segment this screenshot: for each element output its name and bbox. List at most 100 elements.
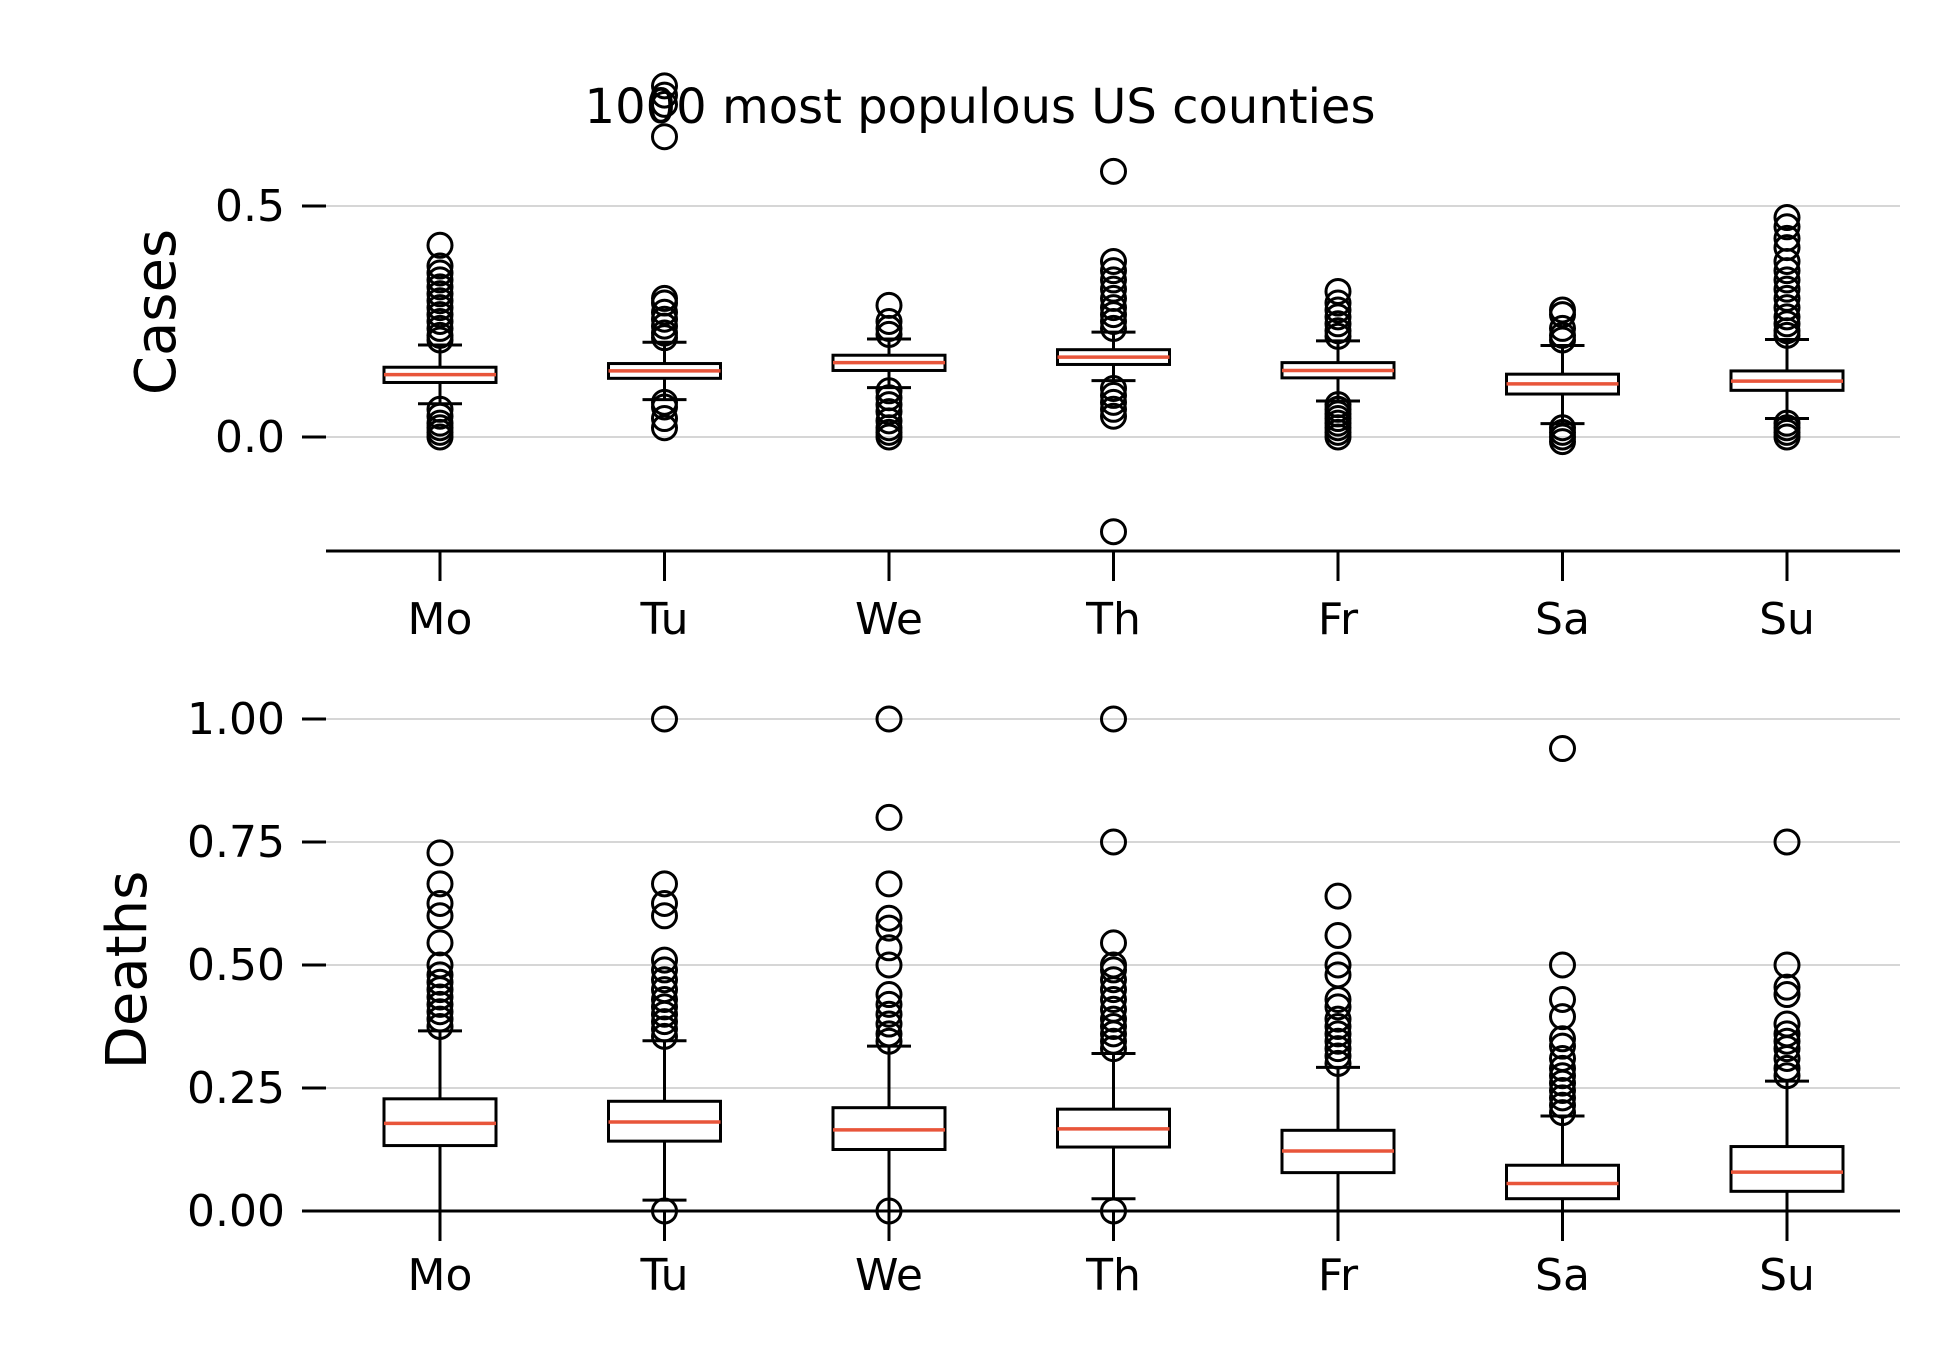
flier-point — [1773, 213, 1801, 241]
flier-point — [651, 993, 678, 1021]
flier-point — [1100, 402, 1127, 430]
flier-point — [1773, 275, 1801, 303]
flier-point — [875, 1000, 903, 1028]
flier-point — [1324, 289, 1352, 317]
flier-point — [426, 273, 454, 301]
flier-point — [1100, 1013, 1127, 1040]
flier-point — [875, 377, 903, 405]
deaths-y-axis-label: Deaths — [95, 871, 160, 1070]
cases-x-tick-label: Su — [1759, 594, 1815, 645]
flier-point — [651, 956, 678, 984]
flier-point — [426, 929, 454, 957]
flier-point — [1100, 374, 1127, 402]
flier-point — [875, 981, 903, 1009]
flier-point — [1324, 921, 1352, 949]
flier-point — [1549, 1054, 1576, 1082]
flier-point — [426, 301, 454, 329]
cases-panel: Cases 0.0 0.5 Mo Tu We Th Fr Sa Su — [124, 72, 1900, 645]
flier-point — [1773, 1054, 1801, 1082]
flier-point — [1773, 1027, 1801, 1055]
deaths-box-Tu — [607, 705, 722, 1225]
flier-point — [1324, 391, 1352, 419]
flier-point — [1549, 1025, 1576, 1053]
flier-point — [875, 1020, 903, 1048]
cases-x-tick-label: Sa — [1535, 594, 1590, 645]
flier-point — [875, 951, 903, 979]
flier-point — [1100, 294, 1127, 322]
flier-point — [426, 409, 454, 437]
flier-point — [1773, 224, 1801, 252]
flier-point — [875, 803, 903, 831]
flier-point — [1324, 1013, 1352, 1040]
flier-point — [426, 990, 454, 1018]
iqr-box — [1729, 1145, 1845, 1193]
cases-box-Fr — [1280, 277, 1396, 451]
cases-box-Mo — [382, 231, 498, 451]
flier-point — [1100, 157, 1127, 185]
cases-x-tick-label: Mo — [408, 594, 473, 645]
flier-point — [651, 388, 678, 416]
flier-point — [1773, 981, 1801, 1009]
deaths-box-Mo — [382, 839, 498, 1213]
deaths-box-Fr — [1280, 882, 1396, 1213]
flier-point — [1549, 414, 1576, 442]
flier-point — [651, 870, 678, 898]
cases-box-Sa — [1505, 296, 1620, 456]
panels-layer: Cases 0.0 0.5 Mo Tu We Th Fr Sa Su Deaths 0.00 0.25 0… — [95, 72, 1900, 1301]
flier-point — [651, 902, 678, 930]
flier-point — [1773, 266, 1801, 294]
deaths-x-tick-label: Mo — [408, 1250, 473, 1301]
cases-box-Su — [1729, 204, 1845, 451]
deaths-y-tick-label: 0.25 — [187, 1063, 285, 1114]
cases-y-tick-label: 0.0 — [215, 412, 285, 463]
flier-point — [1100, 1027, 1127, 1055]
deaths-panel: Deaths 0.00 0.25 0.50 0.75 1.00 Mo Tu We Th Fr Sa Su — [95, 694, 1900, 1301]
deaths-y-tick-label: 0.75 — [187, 817, 285, 868]
flier-point — [1324, 1020, 1352, 1048]
flier-point — [651, 305, 678, 333]
deaths-x-tick-label: Su — [1759, 1250, 1815, 1301]
chart-title: 1000 most populous US counties — [585, 79, 1376, 135]
flier-point — [426, 395, 454, 423]
cases-y-axis-label: Cases — [124, 229, 189, 395]
flier-point — [1100, 828, 1127, 856]
flier-point — [426, 870, 454, 898]
flier-point — [426, 280, 454, 308]
flier-point — [1100, 381, 1127, 409]
flier-point — [875, 990, 903, 1018]
flier-point — [875, 904, 903, 932]
flier-point — [1773, 1020, 1801, 1048]
flier-point — [1324, 882, 1352, 910]
cases-x-tick-label: Tu — [639, 594, 688, 645]
cases-x-tick-label: Fr — [1318, 594, 1359, 645]
flier-point — [1773, 303, 1801, 331]
flier-point — [875, 291, 903, 319]
flier-point — [651, 81, 678, 109]
flier-point — [875, 914, 903, 942]
deaths-x-tick-label: Th — [1085, 1250, 1141, 1301]
flier-point — [1549, 314, 1576, 342]
flier-point — [1324, 1035, 1352, 1063]
deaths-x-tick-label: We — [855, 1250, 923, 1301]
flier-point — [651, 284, 678, 312]
flier-point — [1773, 294, 1801, 322]
flier-point — [426, 1013, 454, 1040]
flier-point — [1324, 310, 1352, 338]
flier-point — [875, 398, 903, 426]
flier-point — [651, 405, 678, 433]
flier-point — [1773, 204, 1801, 232]
cases-box-Th — [1056, 157, 1171, 546]
flier-point — [651, 1008, 678, 1036]
flier-point — [1773, 409, 1801, 437]
flier-point — [426, 902, 454, 930]
flier-point — [426, 308, 454, 335]
flier-point — [651, 123, 678, 151]
flier-point — [651, 1015, 678, 1043]
flier-point — [1100, 985, 1127, 1013]
flier-point — [1324, 961, 1352, 989]
flier-point — [426, 314, 454, 342]
flier-point — [651, 966, 678, 994]
flier-point — [1100, 705, 1127, 733]
